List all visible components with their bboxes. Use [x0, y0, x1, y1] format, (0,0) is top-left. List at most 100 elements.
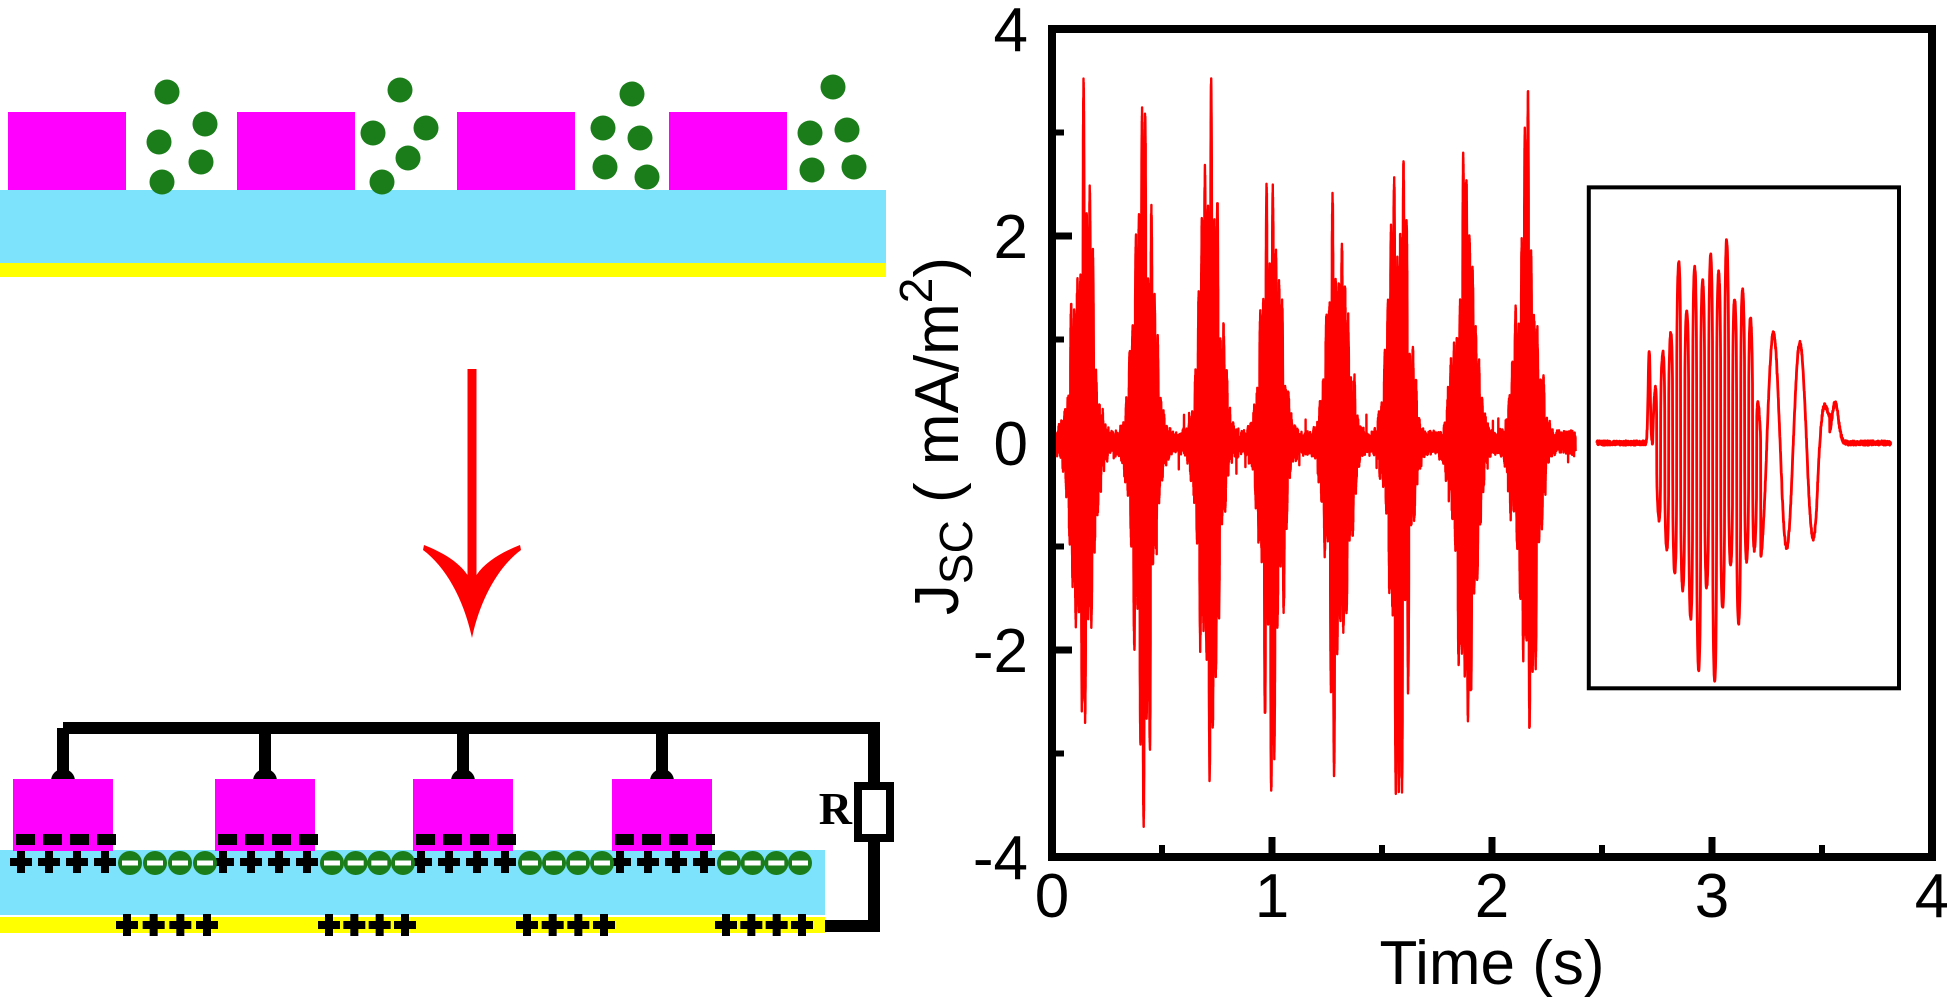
minus-sign — [768, 860, 785, 866]
y-tick-label: 2 — [994, 203, 1028, 272]
minus-sign — [792, 860, 808, 866]
negative-charge-dash — [97, 834, 116, 845]
falling-particle — [820, 74, 846, 100]
falling-particle — [154, 79, 180, 105]
electrode-block — [8, 112, 126, 190]
y-axis-title-unit-open: ( mA/m — [903, 303, 972, 520]
y-tick-label: -4 — [973, 824, 1028, 893]
positive-charge-plus — [466, 851, 488, 873]
falling-particle — [634, 164, 660, 190]
induced-positive-charge-plus — [715, 914, 737, 936]
induced-positive-charge-plus — [791, 914, 813, 936]
positive-charge-plus — [66, 851, 88, 873]
falling-particle — [360, 120, 386, 146]
plot-frame — [1048, 25, 1936, 861]
circuit-return-wire — [820, 834, 880, 932]
falling-particle — [834, 117, 860, 143]
y-axis-title: JSC ( mA/m2) — [890, 257, 982, 615]
jsc-waveform — [1050, 77, 1577, 828]
minus-sign — [721, 860, 737, 866]
negative-charge-dash — [416, 834, 435, 845]
induced-positive-charge-plus — [142, 914, 165, 936]
falling-particle — [188, 149, 214, 175]
y-tick-label: 0 — [994, 410, 1028, 479]
bottom-electrode-layer — [0, 263, 886, 277]
negative-charge-dash — [218, 834, 237, 845]
x-tick-label: 4 — [1915, 862, 1947, 931]
induced-positive-charge-plus — [394, 914, 416, 936]
resistor-box — [854, 782, 894, 842]
positive-charge-plus — [10, 851, 32, 873]
falling-particle — [395, 145, 421, 171]
falling-particle — [627, 125, 653, 151]
negative-charge-dash — [299, 834, 318, 845]
induced-positive-charge-plus — [116, 914, 138, 936]
falling-particle — [799, 157, 825, 183]
y-tick-label: -2 — [973, 617, 1028, 686]
inset-waveform — [1595, 238, 1893, 683]
negative-charge-dash — [497, 834, 516, 845]
minus-sign — [371, 860, 388, 866]
positive-charge-plus — [268, 851, 290, 873]
falling-particle — [841, 154, 867, 180]
y-axis-title-unit-close: ) — [903, 257, 972, 278]
negative-charge-dash — [16, 834, 35, 845]
induced-positive-charge-plus — [318, 914, 340, 936]
x-axis-title: Time (s) — [1380, 929, 1605, 998]
positive-charge-plus — [94, 851, 116, 873]
x-tick-label: 3 — [1695, 862, 1729, 931]
positive-charge-plus — [38, 851, 60, 873]
induced-positive-charge-plus — [567, 914, 590, 936]
minus-sign — [197, 860, 213, 866]
schematic-pressed-state — [0, 722, 894, 936]
minus-sign — [395, 860, 411, 866]
circuit-bus-wire — [63, 722, 880, 790]
minus-sign — [744, 860, 761, 866]
x-tick-label: 0 — [1035, 862, 1069, 931]
negative-charge-dash — [642, 834, 661, 845]
y-tick-label: 4 — [994, 0, 1028, 65]
y-axis-title-symbol: J — [903, 584, 972, 615]
induced-positive-charge-plus — [516, 914, 538, 936]
falling-particle — [413, 115, 439, 141]
minus-sign — [546, 860, 562, 866]
minus-sign — [594, 860, 610, 866]
minus-sign — [324, 860, 340, 866]
minus-sign — [147, 860, 163, 866]
y-axis-title-subscript: SC — [930, 520, 982, 584]
minus-sign — [570, 860, 586, 866]
falling-particle — [797, 120, 823, 146]
induced-positive-charge-plus — [541, 914, 564, 936]
friction-film-layer — [0, 190, 886, 263]
induced-positive-charge-plus — [765, 914, 788, 936]
negative-charge-dash — [43, 834, 62, 845]
positive-charge-plus — [693, 851, 715, 873]
minus-sign — [347, 860, 364, 866]
induced-positive-charge-plus — [343, 914, 366, 936]
positive-charge-plus — [296, 851, 318, 873]
negative-charge-dash — [245, 834, 264, 845]
press-arrow — [423, 369, 521, 638]
induced-positive-charge-plus — [368, 914, 391, 936]
negative-charge-dash — [470, 834, 489, 845]
induced-positive-charge-plus — [740, 914, 763, 936]
negative-charge-dash — [615, 834, 634, 845]
falling-particle — [590, 115, 616, 141]
press-down-arrow-icon — [423, 369, 521, 638]
negative-charge-dash — [70, 834, 89, 845]
resistor-label: R — [819, 783, 853, 834]
minus-sign — [522, 860, 538, 866]
electrode-block — [237, 112, 355, 190]
induced-positive-charge-plus — [196, 914, 218, 936]
negative-charge-dash — [669, 834, 688, 845]
electrode-block — [457, 112, 575, 190]
schematic-initial-state — [0, 74, 886, 277]
positive-charge-plus — [637, 851, 659, 873]
induced-positive-charge-plus — [169, 914, 192, 936]
y-axis-title-exponent: 2 — [890, 278, 942, 304]
electrode-block — [669, 112, 787, 190]
falling-particle — [149, 169, 175, 195]
